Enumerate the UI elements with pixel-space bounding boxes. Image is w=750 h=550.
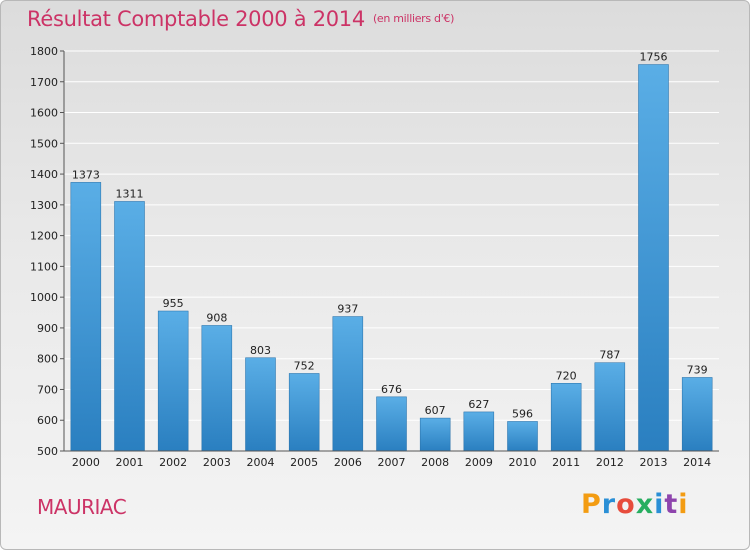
data-label: 720 bbox=[556, 369, 577, 382]
logo-letter: o bbox=[616, 489, 636, 520]
data-label: 787 bbox=[599, 349, 620, 362]
data-label: 1373 bbox=[72, 168, 100, 181]
x-tick-label: 2013 bbox=[640, 456, 668, 469]
data-label: 937 bbox=[337, 303, 358, 316]
unit-label: (en milliers d'€) bbox=[372, 12, 455, 25]
data-label: 1756 bbox=[640, 51, 668, 64]
bar bbox=[419, 417, 451, 452]
y-tick-label: 1700 bbox=[30, 76, 58, 89]
y-axis: 500 600 700 800 900 1000 1100 1200 1300 1400 1500 1… bbox=[30, 45, 65, 458]
data-label: 627 bbox=[468, 398, 489, 411]
bar bbox=[201, 325, 233, 452]
y-tick-label: 1800 bbox=[30, 45, 58, 58]
data-label: 908 bbox=[206, 311, 227, 324]
title-text: Résultat Comptable 2000 à 2014 bbox=[27, 7, 365, 31]
x-tick-label: 2011 bbox=[552, 456, 580, 469]
bar bbox=[594, 362, 626, 452]
y-tick-label: 500 bbox=[37, 445, 58, 458]
bar bbox=[114, 201, 145, 452]
x-tick-label: 2014 bbox=[683, 456, 711, 469]
y-tick-label: 1500 bbox=[30, 137, 58, 150]
y-tick-label: 1200 bbox=[30, 230, 58, 243]
x-tick-label: 2001 bbox=[116, 456, 144, 469]
y-tick-label: 800 bbox=[37, 353, 58, 366]
bar bbox=[463, 411, 495, 452]
data-label: 676 bbox=[381, 383, 402, 396]
bar bbox=[332, 316, 364, 452]
bar bbox=[376, 396, 407, 452]
y-tick-label: 1100 bbox=[30, 260, 58, 273]
logo-letter: i bbox=[654, 489, 665, 520]
x-tick-label: 2005 bbox=[290, 456, 318, 469]
bar bbox=[70, 182, 102, 452]
logo-letter: t bbox=[664, 489, 679, 520]
y-tick-label: 900 bbox=[37, 322, 58, 335]
x-tick-label: 2006 bbox=[334, 456, 362, 469]
bar bbox=[550, 383, 582, 452]
x-tick-label: 2003 bbox=[203, 456, 231, 469]
data-label: 607 bbox=[425, 404, 446, 417]
y-tick-label: 1000 bbox=[30, 291, 58, 304]
data-label: 955 bbox=[163, 297, 184, 310]
bar bbox=[681, 377, 713, 452]
y-tick-label: 1300 bbox=[30, 199, 58, 212]
logo-letter: i bbox=[678, 489, 689, 520]
x-tick-label: 2008 bbox=[421, 456, 449, 469]
data-label: 739 bbox=[687, 363, 708, 376]
bar bbox=[245, 357, 276, 452]
bar bbox=[288, 373, 320, 452]
y-tick-label: 1600 bbox=[30, 107, 58, 120]
bar bbox=[157, 310, 189, 452]
x-tick-label: 2004 bbox=[247, 456, 275, 469]
x-tick-label: 2010 bbox=[509, 456, 537, 469]
x-tick-label: 2000 bbox=[72, 456, 100, 469]
data-label: 803 bbox=[250, 344, 271, 357]
logo-letter: r bbox=[601, 489, 617, 520]
y-tick-label: 1400 bbox=[30, 168, 58, 181]
chart-title: Résultat Comptable 2000 à 2014 (en millie… bbox=[27, 7, 454, 31]
y-tick-label: 600 bbox=[37, 414, 58, 427]
proxiti-logo: Proxiti bbox=[581, 489, 689, 520]
bar bbox=[507, 421, 538, 452]
x-tick-label: 2007 bbox=[378, 456, 406, 469]
x-tick-label: 2009 bbox=[465, 456, 493, 469]
x-tick-label: 2012 bbox=[596, 456, 624, 469]
data-label: 752 bbox=[294, 359, 315, 372]
data-label: 596 bbox=[512, 407, 533, 420]
logo-letter: x bbox=[635, 489, 655, 520]
y-tick-label: 700 bbox=[37, 383, 58, 396]
x-tick-label: 2002 bbox=[159, 456, 187, 469]
town-name: MAURIAC bbox=[37, 495, 127, 519]
x-axis: 2000 2001 2002 2003 2004 2005 2006 2007 2008 2009… bbox=[64, 450, 719, 469]
bars: 1373 1311 955 908 803 752 937 676 607 627 596 720 78… bbox=[70, 51, 713, 452]
bar bbox=[638, 64, 669, 452]
data-label: 1311 bbox=[116, 187, 144, 200]
logo-letter: P bbox=[581, 489, 602, 520]
